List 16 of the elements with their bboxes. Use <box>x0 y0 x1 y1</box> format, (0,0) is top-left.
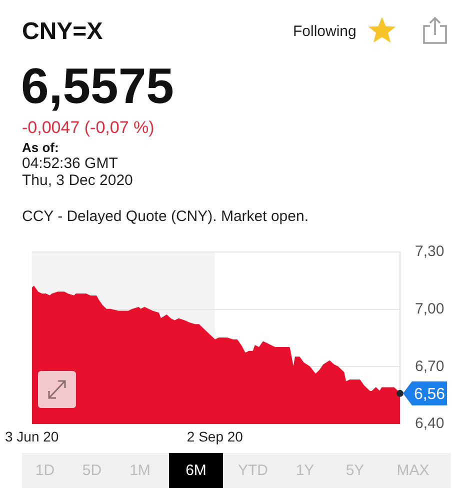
annotation: 6,56 <box>414 386 446 403</box>
y-tick-label: 6,70 <box>415 358 444 375</box>
text: As of: <box>22 140 59 155</box>
text: 6,5575 <box>21 58 174 114</box>
chart-title: CNY=X <box>22 18 103 45</box>
y-tick-label: 7,00 <box>415 300 444 318</box>
x-tick-label: 3 Jun 20 <box>4 428 59 444</box>
text: 6M <box>169 453 223 488</box>
chart-subtitle: CCY - Delayed Quote (CNY). Market open. <box>22 208 309 225</box>
text: Thu, 3 Dec 2020 <box>22 172 133 189</box>
y-tick-label: 7,30 <box>415 243 444 260</box>
y-tick-label: 6,40 <box>415 415 444 432</box>
x-tick-label: 2 Sep 20 <box>186 428 244 444</box>
text: 04:52:36 GMT <box>22 155 118 172</box>
text: -0,0047 (-0,07 %) <box>22 118 154 137</box>
text: Following <box>293 23 356 40</box>
